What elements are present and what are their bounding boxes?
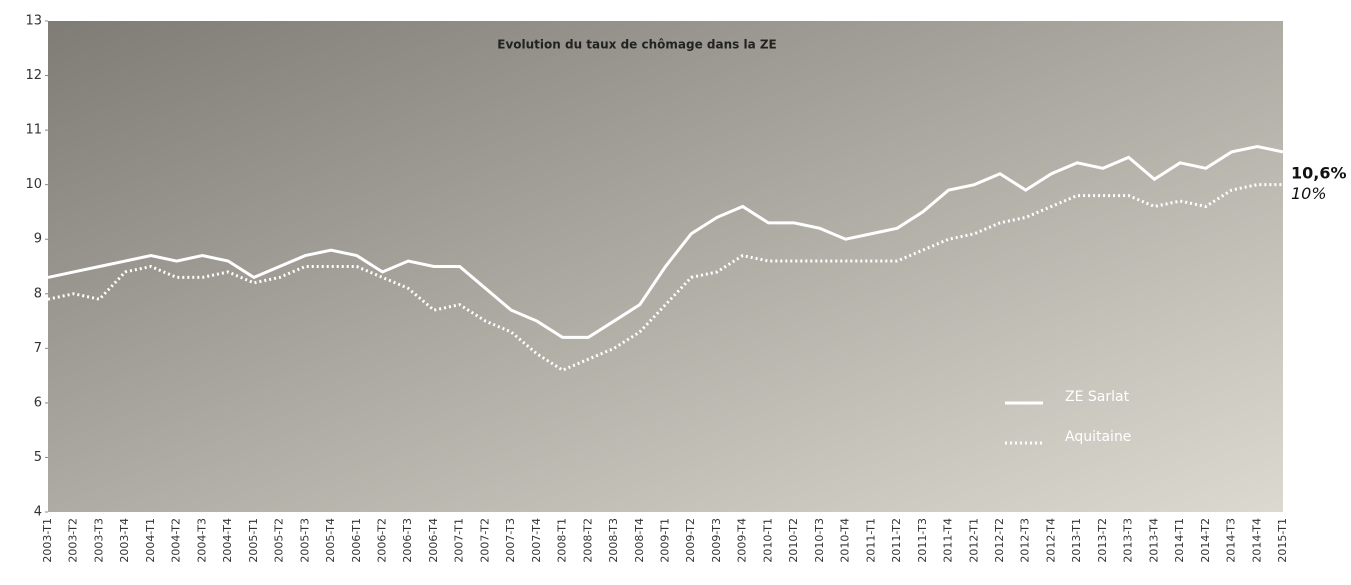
x-tick-label: 2005-T4 <box>324 518 337 563</box>
legend-label: ZE Sarlat <box>1065 389 1130 405</box>
x-tick-label: 2014-T1 <box>1173 518 1186 563</box>
x-tick-label: 2010-T1 <box>761 518 774 563</box>
x-tick-label: 2004-T3 <box>195 518 208 563</box>
x-tick-label: 2006-T4 <box>427 518 440 563</box>
end-label: 10% <box>1291 184 1327 203</box>
y-tick-label: 4 <box>34 505 42 520</box>
x-tick-label: 2007-T2 <box>478 518 491 563</box>
x-tick-label: 2003-T4 <box>118 518 131 563</box>
end-label: 10,6% <box>1291 163 1347 182</box>
x-tick-label: 2009-T2 <box>684 518 697 563</box>
x-tick-label: 2006-T1 <box>350 518 363 563</box>
x-tick-label: 2012-T4 <box>1044 518 1057 563</box>
x-tick-label: 2015-T1 <box>1276 518 1289 563</box>
x-tick-label: 2013-T4 <box>1147 518 1160 563</box>
x-tick-label: 2013-T3 <box>1122 518 1135 563</box>
x-tick-label: 2008-T3 <box>607 518 620 563</box>
x-tick-label: 2003-T3 <box>92 518 105 563</box>
y-tick-label: 6 <box>34 395 42 410</box>
x-tick-label: 2005-T1 <box>247 518 260 563</box>
x-tick-label: 2014-T4 <box>1250 518 1263 563</box>
x-tick-label: 2009-T1 <box>659 518 672 563</box>
x-tick-label: 2011-T2 <box>890 518 903 563</box>
y-tick-label: 13 <box>25 14 42 29</box>
y-tick-label: 12 <box>25 68 42 83</box>
x-tick-label: 2012-T3 <box>1019 518 1032 563</box>
x-tick-label: 2004-T1 <box>144 518 157 563</box>
y-tick-label: 7 <box>34 341 42 356</box>
x-tick-label: 2012-T1 <box>967 518 980 563</box>
x-tick-label: 2011-T4 <box>942 518 955 563</box>
y-tick-label: 8 <box>34 286 42 301</box>
x-tick-label: 2012-T2 <box>993 518 1006 563</box>
x-tick-label: 2008-T4 <box>633 518 646 563</box>
x-tick-label: 2007-T4 <box>530 518 543 563</box>
chart-title: Evolution du taux de chômage dans la ZE <box>497 38 777 52</box>
x-tick-label: 2003-T2 <box>67 518 80 563</box>
y-tick-label: 11 <box>25 123 42 138</box>
x-tick-label: 2014-T3 <box>1225 518 1238 563</box>
x-tick-label: 2006-T2 <box>375 518 388 563</box>
x-tick-label: 2009-T4 <box>736 518 749 563</box>
x-tick-label: 2007-T3 <box>504 518 517 563</box>
y-tick-label: 9 <box>34 232 42 247</box>
x-tick-label: 2008-T1 <box>556 518 569 563</box>
legend-label: Aquitaine <box>1065 429 1131 445</box>
x-tick-label: 2011-T1 <box>864 518 877 563</box>
x-tick-label: 2013-T2 <box>1096 518 1109 563</box>
y-tick-label: 10 <box>25 177 42 192</box>
series-line <box>47 144 1284 339</box>
x-tick-label: 2010-T2 <box>787 518 800 563</box>
x-tick-label: 2008-T2 <box>581 518 594 563</box>
x-tick-label: 2010-T4 <box>839 518 852 563</box>
x-tick-label: 2014-T2 <box>1199 518 1212 563</box>
x-tick-label: 2003-T1 <box>41 518 54 563</box>
x-tick-label: 2005-T2 <box>273 518 286 563</box>
x-tick-label: 2009-T3 <box>710 518 723 563</box>
x-tick-label: 2007-T1 <box>453 518 466 563</box>
x-tick-label: 2011-T3 <box>916 518 929 563</box>
x-tick-label: 2010-T3 <box>813 518 826 563</box>
y-tick-label: 5 <box>34 450 42 465</box>
x-tick-label: 2013-T1 <box>1070 518 1083 563</box>
x-tick-label: 2004-T2 <box>170 518 183 563</box>
x-tick-label: 2006-T3 <box>401 518 414 563</box>
x-tick-label: 2004-T4 <box>221 518 234 563</box>
x-tick-label: 2005-T3 <box>298 518 311 563</box>
